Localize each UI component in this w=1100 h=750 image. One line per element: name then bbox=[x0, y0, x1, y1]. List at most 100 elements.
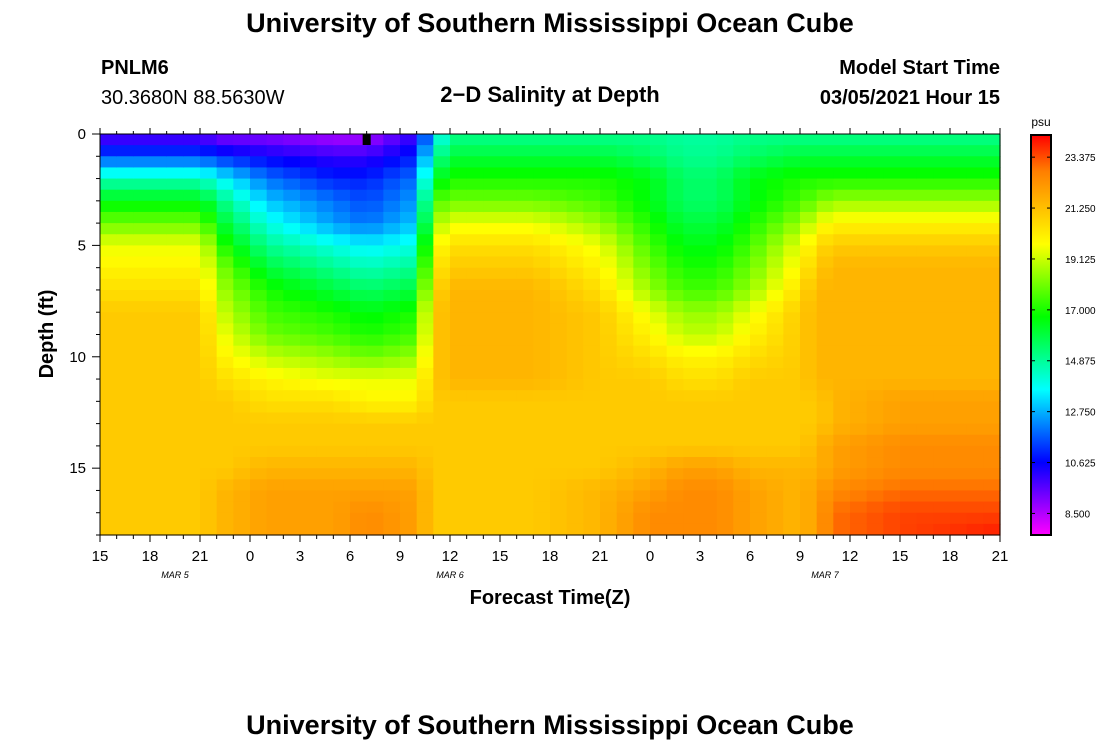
heatmap-cell bbox=[216, 356, 234, 369]
heatmap-cell bbox=[900, 167, 918, 180]
heatmap-cell bbox=[466, 189, 484, 202]
heatmap-cell bbox=[500, 312, 518, 324]
heatmap-cell bbox=[316, 278, 334, 291]
heatmap-cell bbox=[316, 234, 334, 246]
heatmap-cell bbox=[866, 312, 884, 324]
heatmap-cell bbox=[400, 401, 418, 414]
heatmap-cell bbox=[400, 189, 418, 202]
heatmap-cell bbox=[483, 457, 501, 469]
x-tick-label: 18 bbox=[142, 548, 159, 565]
heatmap-cell bbox=[383, 434, 401, 447]
heatmap-cell bbox=[783, 468, 801, 480]
heatmap-cell bbox=[283, 178, 301, 191]
heatmap-cell bbox=[100, 200, 118, 213]
heatmap-cell bbox=[316, 445, 334, 458]
heatmap-cell bbox=[100, 423, 118, 436]
heatmap-cell bbox=[933, 390, 951, 402]
heatmap-cell bbox=[583, 167, 601, 180]
heatmap-cell bbox=[616, 468, 634, 480]
heatmap-cell bbox=[283, 245, 301, 258]
heatmap-cell bbox=[166, 211, 184, 224]
heatmap-cell bbox=[333, 468, 351, 480]
heatmap-cell bbox=[866, 301, 884, 313]
heatmap-cell bbox=[650, 312, 668, 324]
heatmap-cell bbox=[833, 223, 851, 235]
heatmap-cell bbox=[316, 267, 334, 280]
heatmap-cell bbox=[183, 167, 201, 180]
heatmap-cell bbox=[266, 345, 284, 358]
date-label: MAR 7 bbox=[811, 570, 840, 580]
heatmap-cell bbox=[716, 145, 734, 157]
heatmap-cell bbox=[933, 145, 951, 157]
heatmap-cell bbox=[250, 379, 268, 391]
heatmap-cell bbox=[500, 457, 518, 469]
heatmap-cell bbox=[850, 223, 868, 235]
heatmap-cell bbox=[166, 289, 184, 302]
heatmap-cell bbox=[633, 379, 651, 391]
heatmap-cell bbox=[700, 156, 718, 169]
heatmap-cell bbox=[166, 245, 184, 258]
heatmap-cell bbox=[516, 345, 534, 358]
heatmap-cell bbox=[333, 379, 351, 391]
heatmap-cell bbox=[266, 134, 284, 146]
heatmap-cell bbox=[716, 401, 734, 414]
heatmap-cell bbox=[350, 234, 368, 246]
heatmap-cell bbox=[683, 189, 701, 202]
heatmap-cell bbox=[166, 323, 184, 336]
heatmap-cell bbox=[416, 223, 434, 235]
heatmap-cell bbox=[116, 501, 134, 514]
heatmap-cell bbox=[800, 156, 818, 169]
heatmap-cell bbox=[283, 479, 301, 492]
heatmap-cell bbox=[400, 156, 418, 169]
heatmap-cell bbox=[900, 312, 918, 324]
heatmap-cell bbox=[183, 457, 201, 469]
heatmap-cell bbox=[216, 423, 234, 436]
heatmap-cell bbox=[916, 167, 934, 180]
heatmap-cell bbox=[533, 312, 551, 324]
heatmap-cell bbox=[350, 278, 368, 291]
heatmap-cell bbox=[200, 211, 218, 224]
heatmap-cell bbox=[116, 479, 134, 492]
heatmap-cell bbox=[716, 356, 734, 369]
heatmap-cell bbox=[950, 145, 968, 157]
heatmap-cell bbox=[600, 468, 618, 480]
heatmap-cell bbox=[416, 234, 434, 246]
heatmap-cell bbox=[566, 501, 584, 514]
heatmap-cell bbox=[700, 479, 718, 492]
heatmap-cell bbox=[700, 367, 718, 380]
heatmap-cell bbox=[250, 490, 268, 503]
heatmap-cell bbox=[516, 211, 534, 224]
heatmap-cell bbox=[600, 256, 618, 269]
x-tick-label: 18 bbox=[542, 548, 559, 565]
heatmap-cell bbox=[216, 278, 234, 291]
heatmap-cell bbox=[533, 356, 551, 369]
heatmap-cell bbox=[366, 457, 384, 469]
heatmap-cell bbox=[300, 423, 318, 436]
heatmap-cell bbox=[183, 223, 201, 235]
heatmap-cell bbox=[750, 390, 768, 402]
heatmap-cell bbox=[700, 523, 718, 536]
heatmap-cell bbox=[683, 479, 701, 492]
heatmap-cell bbox=[833, 278, 851, 291]
heatmap-cell bbox=[450, 345, 468, 358]
heatmap-cell bbox=[900, 379, 918, 391]
heatmap-cell bbox=[450, 278, 468, 291]
heatmap-cell bbox=[333, 356, 351, 369]
heatmap-cell bbox=[350, 356, 368, 369]
heatmap-cell bbox=[800, 390, 818, 402]
heatmap-cell bbox=[850, 345, 868, 358]
heatmap-cell bbox=[516, 189, 534, 202]
heatmap-cell bbox=[200, 390, 218, 402]
heatmap-cell bbox=[100, 256, 118, 269]
heatmap-cell bbox=[783, 312, 801, 324]
heatmap-cell bbox=[700, 267, 718, 280]
heatmap-cell bbox=[666, 134, 684, 146]
heatmap-cell bbox=[650, 434, 668, 447]
heatmap-cell bbox=[683, 301, 701, 313]
heatmap-cell bbox=[850, 145, 868, 157]
heatmap-cell bbox=[333, 490, 351, 503]
heatmap-cell bbox=[683, 401, 701, 414]
heatmap-cell bbox=[233, 401, 251, 414]
heatmap-cell bbox=[583, 345, 601, 358]
